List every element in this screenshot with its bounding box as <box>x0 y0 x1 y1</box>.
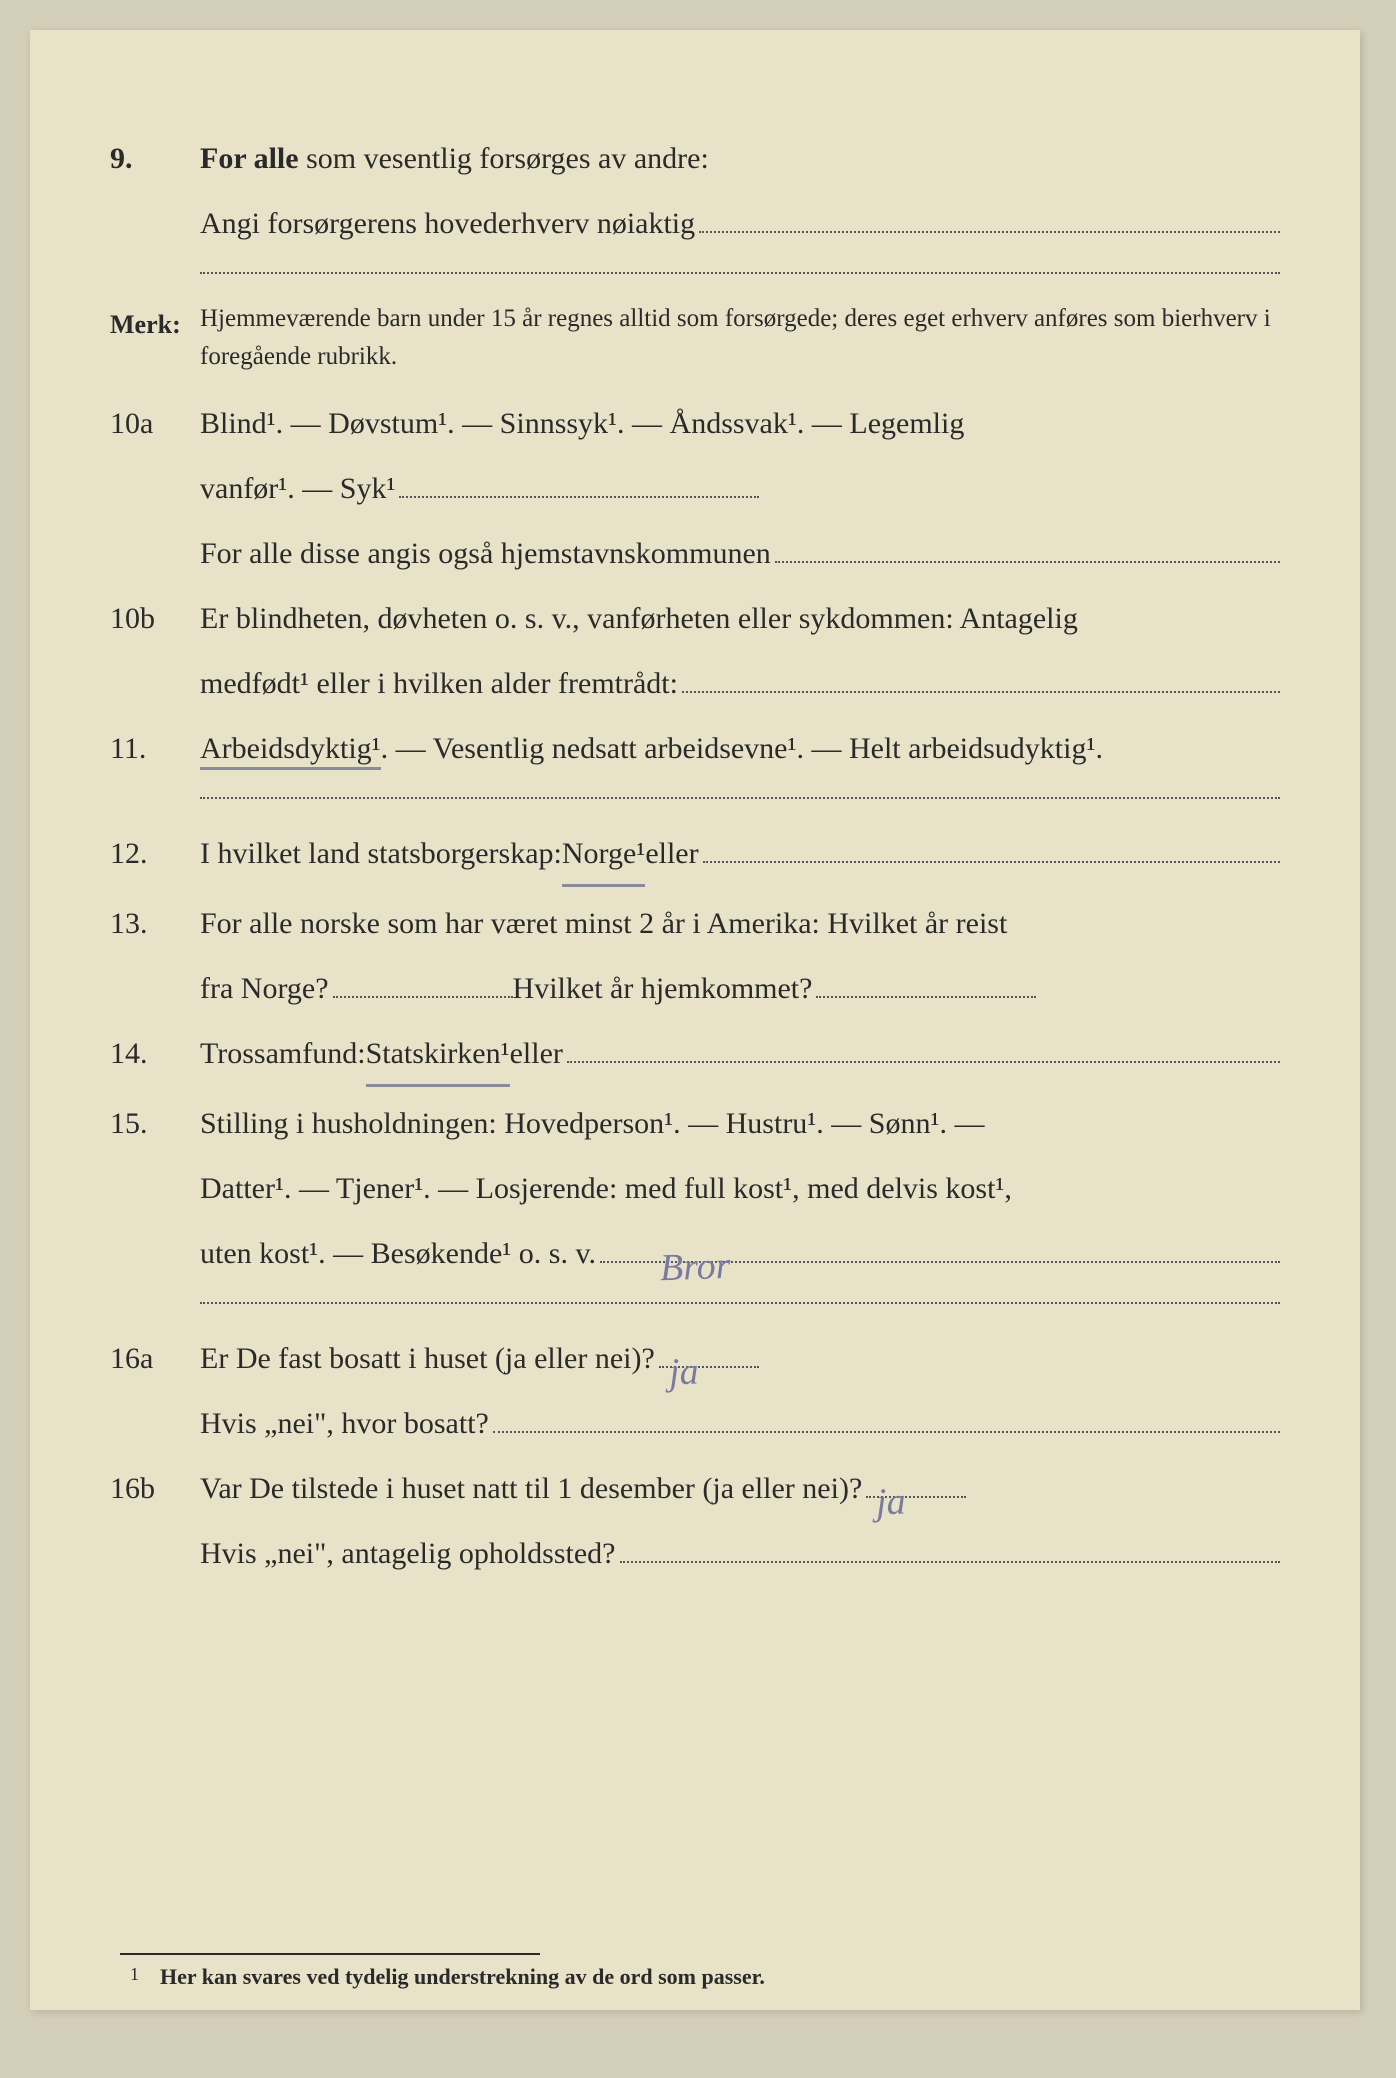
handwritten-answer: ja <box>668 1336 700 1409</box>
fill-line: Bror <box>600 1261 1280 1263</box>
q9-line2: Angi forsørgerens hovederhverv nøiaktig <box>200 195 1280 252</box>
question-15: 15. Stilling i husholdningen: Hovedperso… <box>110 1095 1280 1152</box>
handwritten-answer: ja <box>875 1466 907 1539</box>
fill-line <box>699 231 1280 233</box>
section-divider <box>200 797 1280 799</box>
merk-label: Merk: <box>110 300 200 375</box>
q15-line2-row: Datter¹. — Tjener¹. — Losjerende: med fu… <box>110 1160 1280 1217</box>
q9-line2-row: Angi forsørgerens hovederhverv nøiaktig <box>110 195 1280 252</box>
fill-line <box>493 1431 1280 1433</box>
q12-text: I hvilket land statsborgerskap: Norge¹ e… <box>200 825 1280 887</box>
merk-text: Hjemmeværende barn under 15 år regnes al… <box>200 300 1280 375</box>
fill-line <box>620 1561 1281 1563</box>
q15-line3-row: uten kost¹. — Besøkende¹ o. s. v. Bror <box>110 1225 1280 1282</box>
fill-line <box>399 496 759 498</box>
fill-line <box>703 861 1280 863</box>
fill-line <box>816 996 1036 998</box>
question-10a: 10a Blind¹. — Døvstum¹. — Sinnssyk¹. — Å… <box>110 395 1280 452</box>
section-divider <box>200 1302 1280 1304</box>
fill-line <box>333 996 513 998</box>
fill-line: ja <box>659 1366 759 1368</box>
q12-number: 12. <box>110 825 200 887</box>
question-13: 13. For alle norske som har været minst … <box>110 895 1280 952</box>
q13-line2-row: fra Norge? Hvilket år hjemkommet? <box>110 960 1280 1017</box>
merk-note: Merk: Hjemmeværende barn under 15 år reg… <box>110 300 1280 375</box>
q10b-line2: medfødt¹ eller i hvilken alder fremtrådt… <box>200 655 1280 712</box>
q16a-number: 16a <box>110 1330 200 1387</box>
q16a-line1: Er De fast bosatt i huset (ja eller nei)… <box>200 1330 1280 1387</box>
q16b-number: 16b <box>110 1460 200 1517</box>
fill-line: ja <box>866 1496 966 1498</box>
footnote-separator <box>120 1953 540 1955</box>
section-divider <box>200 272 1280 274</box>
q16a-line2: Hvis „nei", hvor bosatt? <box>200 1395 1280 1452</box>
q16b-line1: Var De tilstede i huset natt til 1 desem… <box>200 1460 1280 1517</box>
fill-line <box>567 1061 1280 1063</box>
question-16b: 16b Var De tilstede i huset natt til 1 d… <box>110 1460 1280 1517</box>
fill-line <box>682 691 1280 693</box>
q14-text: Trossamfund: Statskirken¹ eller <box>200 1025 1280 1087</box>
q15-line3: uten kost¹. — Besøkende¹ o. s. v. Bror <box>200 1225 1280 1282</box>
q10b-line2-row: medfødt¹ eller i hvilken alder fremtrådt… <box>110 655 1280 712</box>
question-11: 11. Arbeidsdyktig¹. — Vesentlig nedsatt … <box>110 720 1280 777</box>
fill-line <box>775 561 1280 563</box>
q10b-line1: Er blindheten, døvheten o. s. v., vanfør… <box>200 590 1280 647</box>
q15-number: 15. <box>110 1095 200 1152</box>
q10b-number: 10b <box>110 590 200 647</box>
document-page: 9. For alle som vesentlig forsørges av a… <box>30 30 1360 2010</box>
q13-line1: For alle norske som har været minst 2 år… <box>200 895 1280 952</box>
q13-number: 13. <box>110 895 200 952</box>
q11-number: 11. <box>110 720 200 777</box>
q9-number: 9. <box>110 130 200 187</box>
question-9: 9. For alle som vesentlig forsørges av a… <box>110 130 1280 187</box>
q10a-line3-row: For alle disse angis også hjemstavnskomm… <box>110 525 1280 582</box>
q16b-line2-row: Hvis „nei", antagelig opholdssted? <box>110 1525 1280 1582</box>
q10a-line1: Blind¹. — Døvstum¹. — Sinnssyk¹. — Åndss… <box>200 395 1280 452</box>
q10a-number: 10a <box>110 395 200 452</box>
handwritten-answer: Bror <box>659 1230 732 1305</box>
q11-text: Arbeidsdyktig¹. — Vesentlig nedsatt arbe… <box>200 720 1280 777</box>
question-10b: 10b Er blindheten, døvheten o. s. v., va… <box>110 590 1280 647</box>
question-16a: 16a Er De fast bosatt i huset (ja eller … <box>110 1330 1280 1387</box>
q9-line1: For alle som vesentlig forsørges av andr… <box>200 130 1280 187</box>
q13-line2: fra Norge? Hvilket år hjemkommet? <box>200 960 1280 1017</box>
question-14: 14. Trossamfund: Statskirken¹ eller <box>110 1025 1280 1087</box>
q10a-line2-row: vanfør¹. — Syk¹ <box>110 460 1280 517</box>
q10a-line3: For alle disse angis også hjemstavnskomm… <box>200 525 1280 582</box>
q15-line2: Datter¹. — Tjener¹. — Losjerende: med fu… <box>200 1160 1280 1217</box>
q10a-line2: vanfør¹. — Syk¹ <box>200 460 1280 517</box>
question-12: 12. I hvilket land statsborgerskap: Norg… <box>110 825 1280 887</box>
q15-line1: Stilling i husholdningen: Hovedperson¹. … <box>200 1095 1280 1152</box>
footnote-number: 1 <box>130 1964 139 1985</box>
q16b-line2: Hvis „nei", antagelig opholdssted? <box>200 1525 1280 1582</box>
q14-number: 14. <box>110 1025 200 1087</box>
footnote-text: Her kan svares ved tydelig understreknin… <box>160 1964 765 1990</box>
